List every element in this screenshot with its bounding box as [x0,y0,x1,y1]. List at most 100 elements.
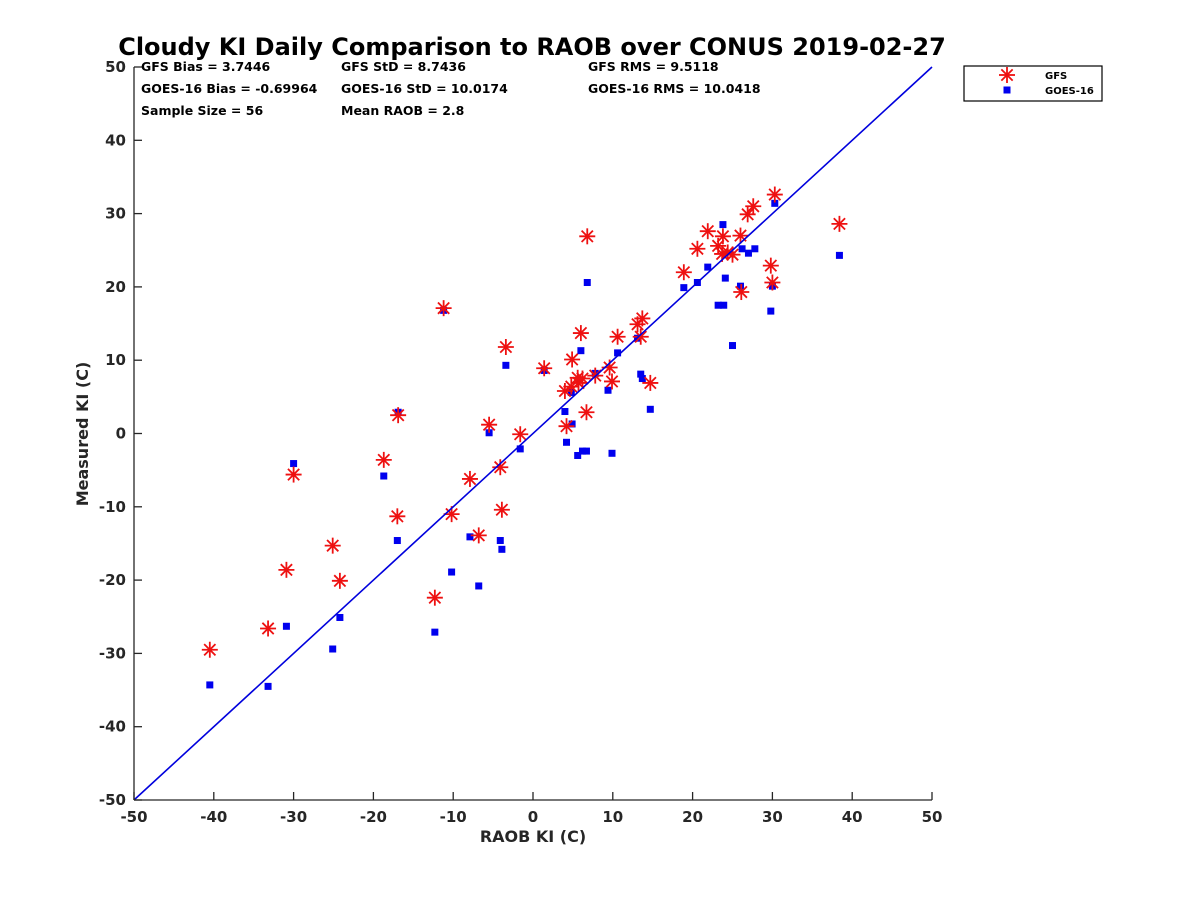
goes16-point [719,221,727,229]
stat-goes-bias: GOES-16 Bias = -0.69964 [141,81,318,96]
x-tick-label: -20 [360,808,387,826]
gfs-point [699,223,716,240]
gfs-point [331,572,348,589]
gfs-point [739,206,756,223]
goes16-point [448,568,456,576]
gfs-point [564,351,581,368]
goes16-point [574,451,582,459]
goes16-point [516,445,524,453]
stat-goes-rms: GOES-16 RMS = 10.0418 [588,81,761,96]
y-tick-label: 50 [105,58,126,76]
gfs-point [831,215,848,232]
y-tick-label: -40 [99,718,126,736]
gfs-point [201,641,218,658]
gfs-point [762,257,779,274]
x-tick-label: -40 [200,808,227,826]
points-layer [201,186,848,690]
goes16-point [751,245,759,253]
stats-box: GFS Bias = 3.7446 GFS StD = 8.7436 GFS R… [141,59,761,118]
gfs-point [609,328,626,345]
x-tick-label: -10 [440,808,467,826]
y-tick-label: -20 [99,571,126,589]
y-tick-label: 0 [116,425,126,443]
stat-goes-std: GOES-16 StD = 10.0174 [341,81,508,96]
stat-gfs-rms: GFS RMS = 9.5118 [588,59,719,74]
goes16-point [583,279,591,287]
gfs-point [390,407,407,424]
goes16-point [608,449,616,457]
gfs-point [512,426,529,443]
goes16-point [582,447,590,455]
goes16-point [431,628,439,636]
gfs-point [766,186,783,203]
goes16-point [568,420,576,428]
chart-title: Cloudy KI Daily Comparison to RAOB over … [118,33,946,61]
y-tick-label: 10 [105,351,126,369]
goes16-point [282,622,290,630]
gfs-point [470,527,487,544]
gfs-point [732,227,749,244]
x-tick-label: -30 [280,808,307,826]
gfs-point [604,373,621,390]
gfs-point [632,328,649,345]
y-tick-label: 20 [105,278,126,296]
gfs-point [497,339,514,356]
gfs-point [578,404,595,421]
goes16-point [561,408,569,416]
gfs-point [492,459,509,476]
goes16-point [767,307,775,315]
goes16-point [498,545,506,553]
legend-box [963,65,1103,102]
legend: GFS GOES-16 [963,65,1103,102]
goes16-point [206,681,214,689]
x-tick-label: 0 [528,808,538,826]
goes16-point [744,249,752,257]
gfs-point [493,501,510,518]
x-tick-label: 30 [762,808,783,826]
gfs-point [733,284,750,301]
x-tick-label: 10 [602,808,623,826]
gfs-point [634,310,651,327]
x-ticks: -50 -40 -30 -20 -10 0 10 20 30 40 50 [120,792,942,826]
gfs-point [642,374,659,391]
gfs-point [389,508,406,525]
gfs-point [579,228,596,245]
goes16-point [577,347,585,355]
goes16-point [496,537,504,545]
y-tick-label: -30 [99,644,126,662]
goes16-point [578,447,586,455]
goes16-point [604,386,612,394]
legend-goes-label: GOES-16 [1045,86,1094,97]
goes16-point [771,199,779,207]
gfs-point [764,274,781,291]
gfs-point [426,589,443,606]
gfs-point [574,370,591,387]
y-tick-label: 30 [105,205,126,223]
gfs-point [675,264,692,281]
gfs-point [536,360,553,377]
goes16-point [721,274,729,282]
x-axis-label: RAOB KI (C) [480,827,586,846]
y-tick-label: 40 [105,131,126,149]
goes16-point [680,284,688,292]
gfs-point [461,470,478,487]
goes16-point [264,682,272,690]
one-to-one-line [133,66,933,801]
goes16-point [835,251,843,259]
legend-goes-marker [1003,86,1011,94]
goes16-point [502,361,510,369]
goes16-point [485,429,493,437]
goes16-point [475,582,483,590]
gfs-point [689,240,706,257]
x-tick-label: 50 [922,808,943,826]
goes16-point [380,472,388,480]
goes16-point [614,349,622,357]
goes16-point [563,438,571,446]
goes16-point [714,301,722,309]
goes16-point [466,533,474,541]
goes16-point [720,301,728,309]
legend-gfs-label: GFS [1045,71,1067,82]
stat-gfs-std: GFS StD = 8.7436 [341,59,466,74]
goes16-point [336,613,344,621]
x-tick-label: 40 [842,808,863,826]
